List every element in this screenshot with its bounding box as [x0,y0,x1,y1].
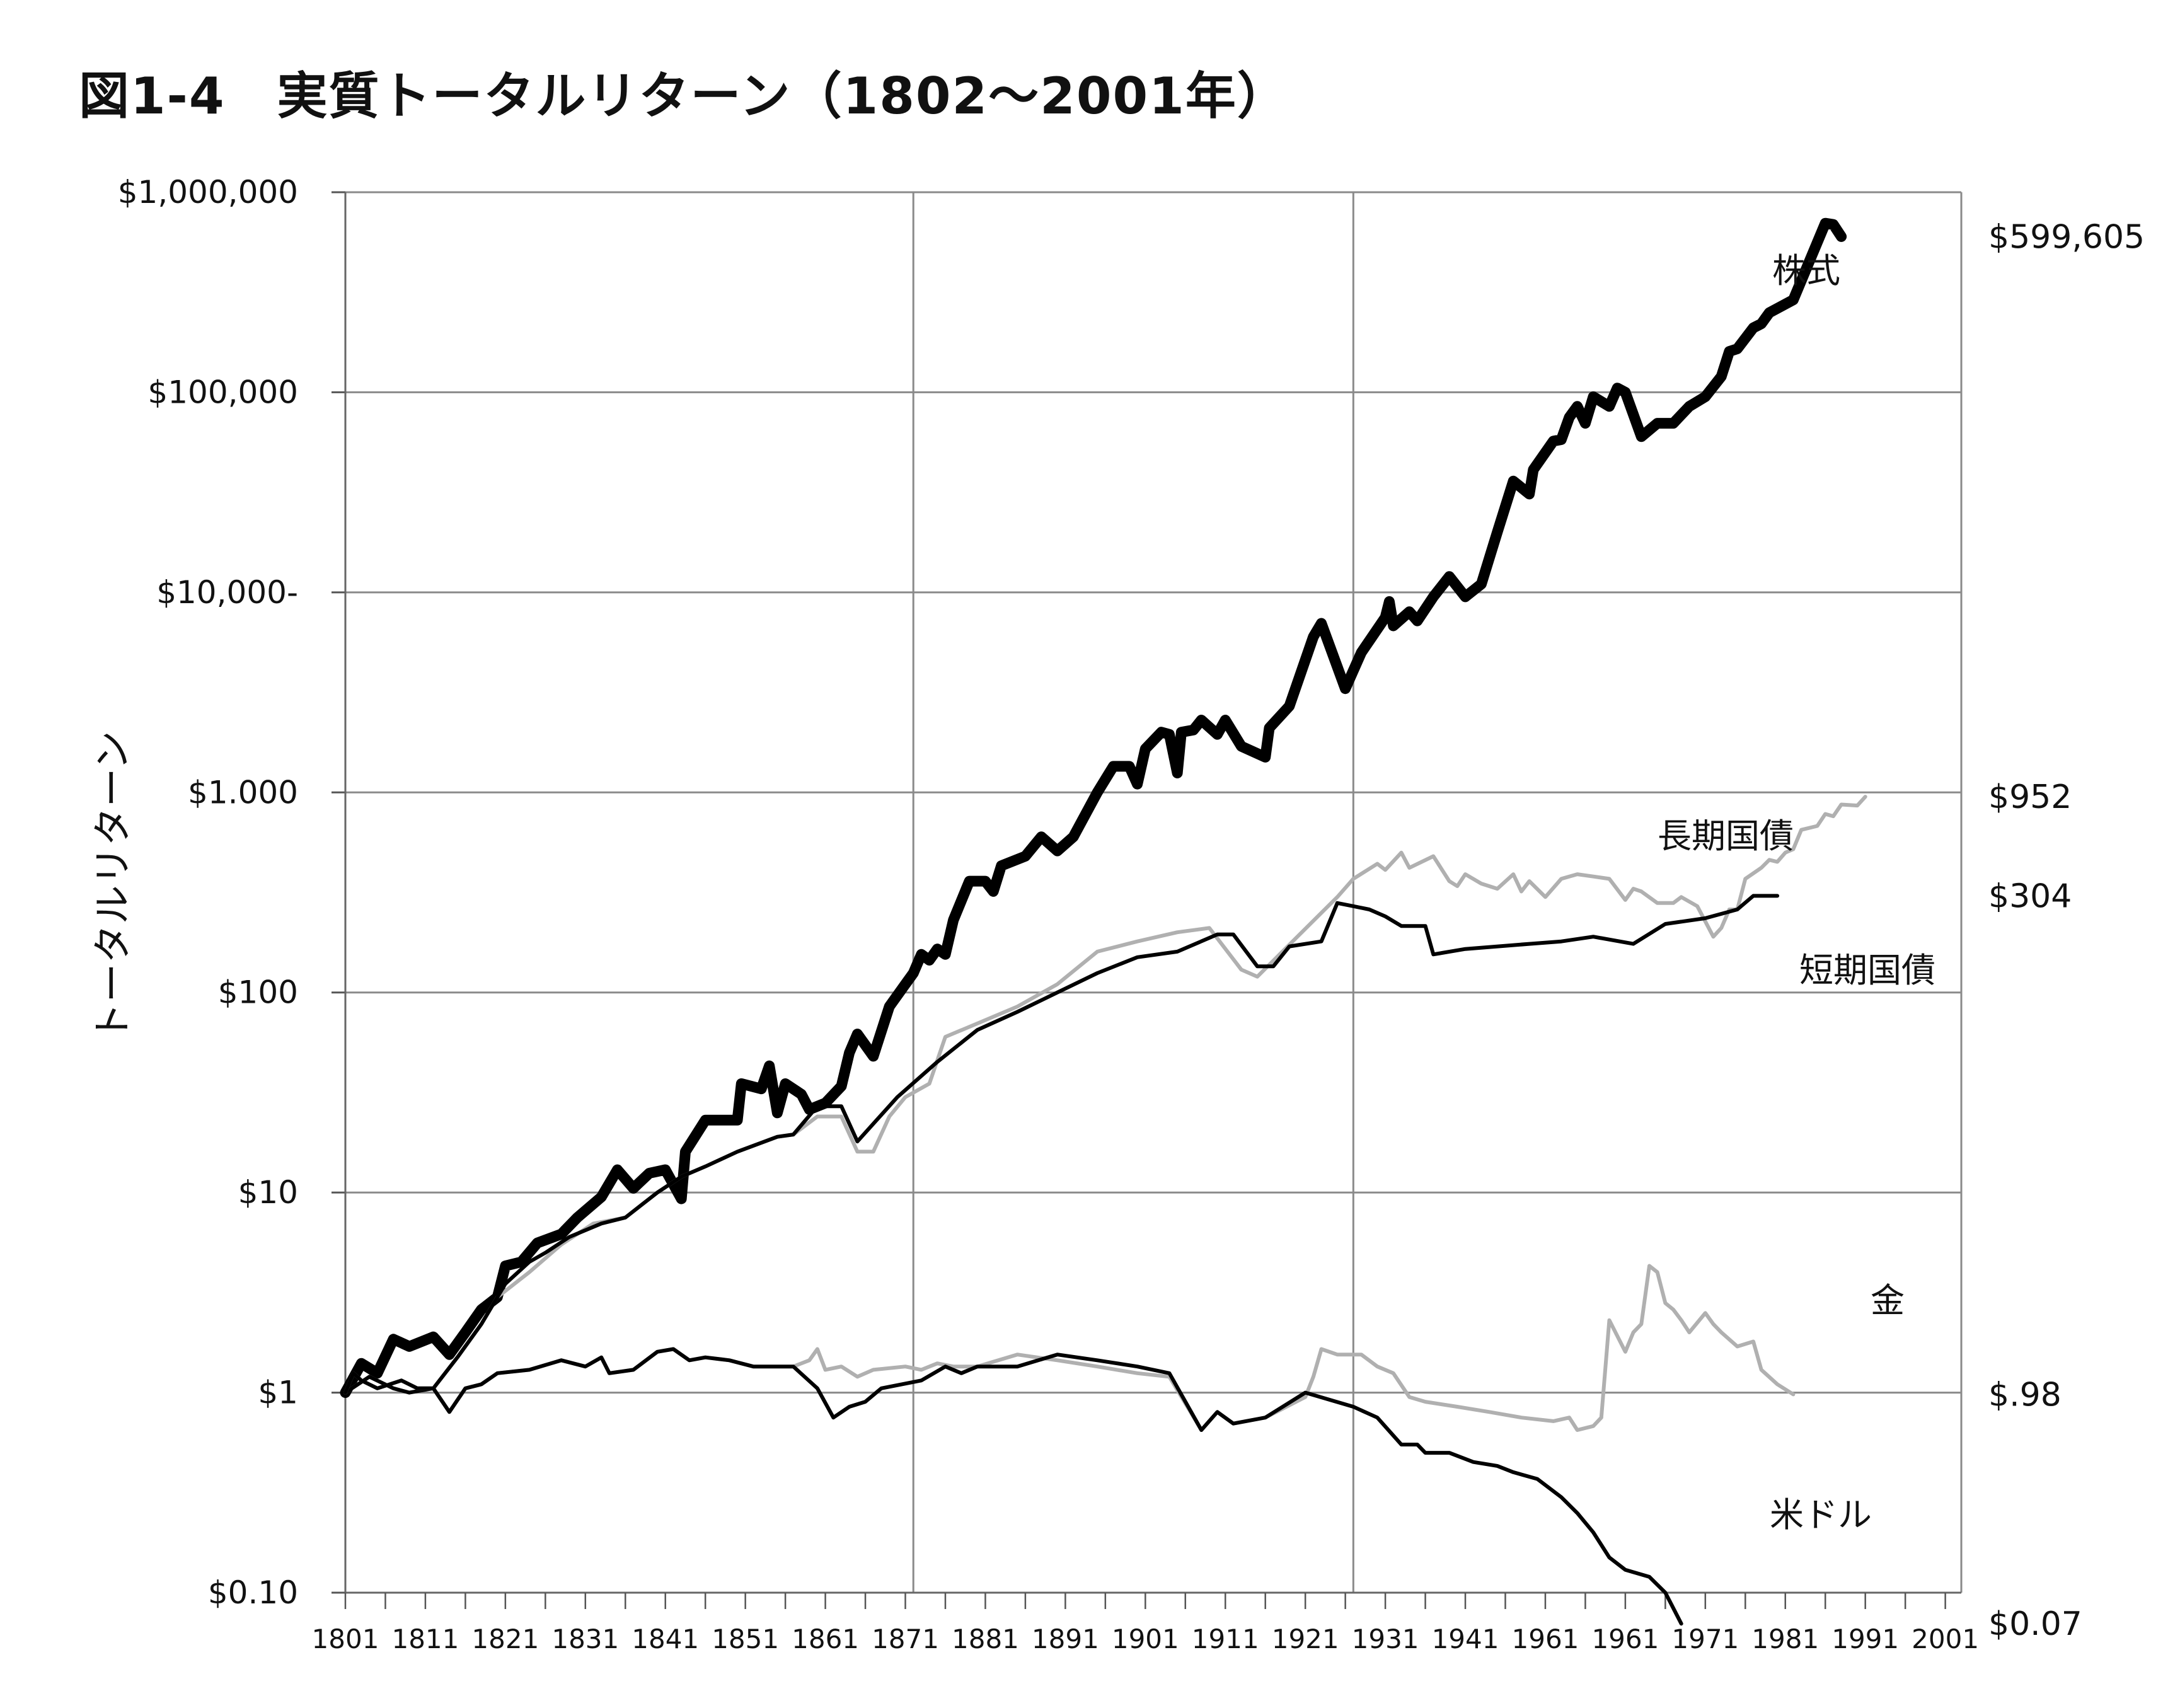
x-tick-label: 1861 [792,1624,859,1654]
x-tick-label: 1941 [1432,1624,1499,1654]
series-name-label: 米ドル [1770,1495,1872,1535]
series-name-label: 株式 [1772,251,1840,291]
y-tick-label: $1 [258,1375,298,1411]
y-tick-label: $100 [218,974,298,1011]
x-tick-label: 1881 [952,1624,1019,1654]
x-tick-label: 1901 [1112,1624,1179,1654]
x-tick-label: 1891 [1032,1624,1099,1654]
series-name-label: 短期国債 [1799,950,1935,990]
x-tick-label: 1821 [471,1624,539,1654]
axes: $1,000,000 $100,000 $10,000- $1.000 $100 $10 $… [89,174,1979,1654]
x-tick-label: 1961 [1591,1624,1659,1654]
x-tick-label: 1851 [712,1624,779,1654]
x-tick-label: 1981 [1751,1624,1819,1654]
series-end-label: $304 [1988,877,2072,915]
chart-title: 図1-4 実質トータルリターン（1802〜2001年） [79,67,1289,125]
y-tick-label: $1,000,000 [118,174,298,211]
x-tick-label: 1961 [1512,1624,1579,1654]
series-end-label: $.98 [1988,1376,2062,1414]
y-tick-label: $100,000 [147,374,298,410]
x-tick-label: 2001 [1912,1624,1979,1654]
series-line [340,217,1847,1399]
series-name-label: 金 [1871,1281,1905,1320]
y-tick-label: $10 [238,1174,298,1211]
series-lines [340,217,1867,1626]
series-line [343,894,1780,1395]
y-tick-label: $0.10 [208,1574,298,1611]
y-tick-label: $10,000- [156,574,298,611]
x-tick-label: 1911 [1192,1624,1259,1654]
x-tick-label: 1841 [632,1624,699,1654]
x-tick-label: 1971 [1671,1624,1739,1654]
series-end-label: $952 [1988,778,2072,816]
x-tick-label: 1871 [872,1624,939,1654]
gridlines [344,191,1963,1594]
series-line [343,1347,1683,1626]
x-tick-label: 1921 [1272,1624,1339,1654]
y-tick-label: $1.000 [188,774,298,811]
series-name-label: 長期国債 [1658,816,1794,856]
series-end-label: $0.07 [1988,1605,2082,1643]
series-line [343,795,1867,1395]
x-tick-label: 1801 [312,1624,379,1654]
series-end-label: $599,605 [1988,218,2145,256]
x-tick-label: 1931 [1352,1624,1419,1654]
x-tick-label: 1991 [1831,1624,1899,1654]
series-line [343,1264,1796,1432]
x-tick-label: 1811 [391,1624,459,1654]
x-tick-label: 1831 [551,1624,619,1654]
y-axis-label: トータルリターン [89,731,136,1042]
